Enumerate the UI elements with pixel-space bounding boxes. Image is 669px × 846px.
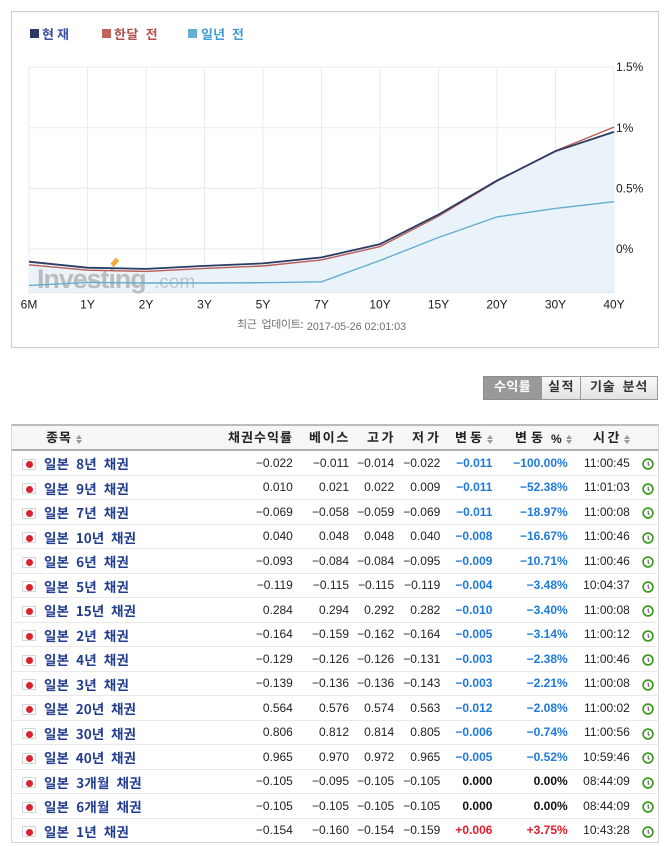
svg-text:30Y: 30Y bbox=[545, 298, 566, 312]
svg-text:1.5%: 1.5% bbox=[616, 60, 644, 74]
svg-text:40Y: 40Y bbox=[603, 298, 624, 312]
svg-text:1%: 1% bbox=[616, 121, 634, 135]
svg-text:20Y: 20Y bbox=[486, 298, 507, 312]
svg-text:7Y: 7Y bbox=[314, 298, 329, 312]
svg-text:0.5%: 0.5% bbox=[616, 182, 644, 196]
svg-text:15Y: 15Y bbox=[428, 298, 449, 312]
svg-text:10Y: 10Y bbox=[369, 298, 390, 312]
svg-text:1Y: 1Y bbox=[80, 298, 95, 312]
svg-text:0%: 0% bbox=[616, 242, 634, 256]
svg-text:5Y: 5Y bbox=[256, 298, 271, 312]
svg-text:3Y: 3Y bbox=[197, 298, 212, 312]
svg-text:6M: 6M bbox=[21, 298, 38, 312]
svg-text:2Y: 2Y bbox=[139, 298, 154, 312]
